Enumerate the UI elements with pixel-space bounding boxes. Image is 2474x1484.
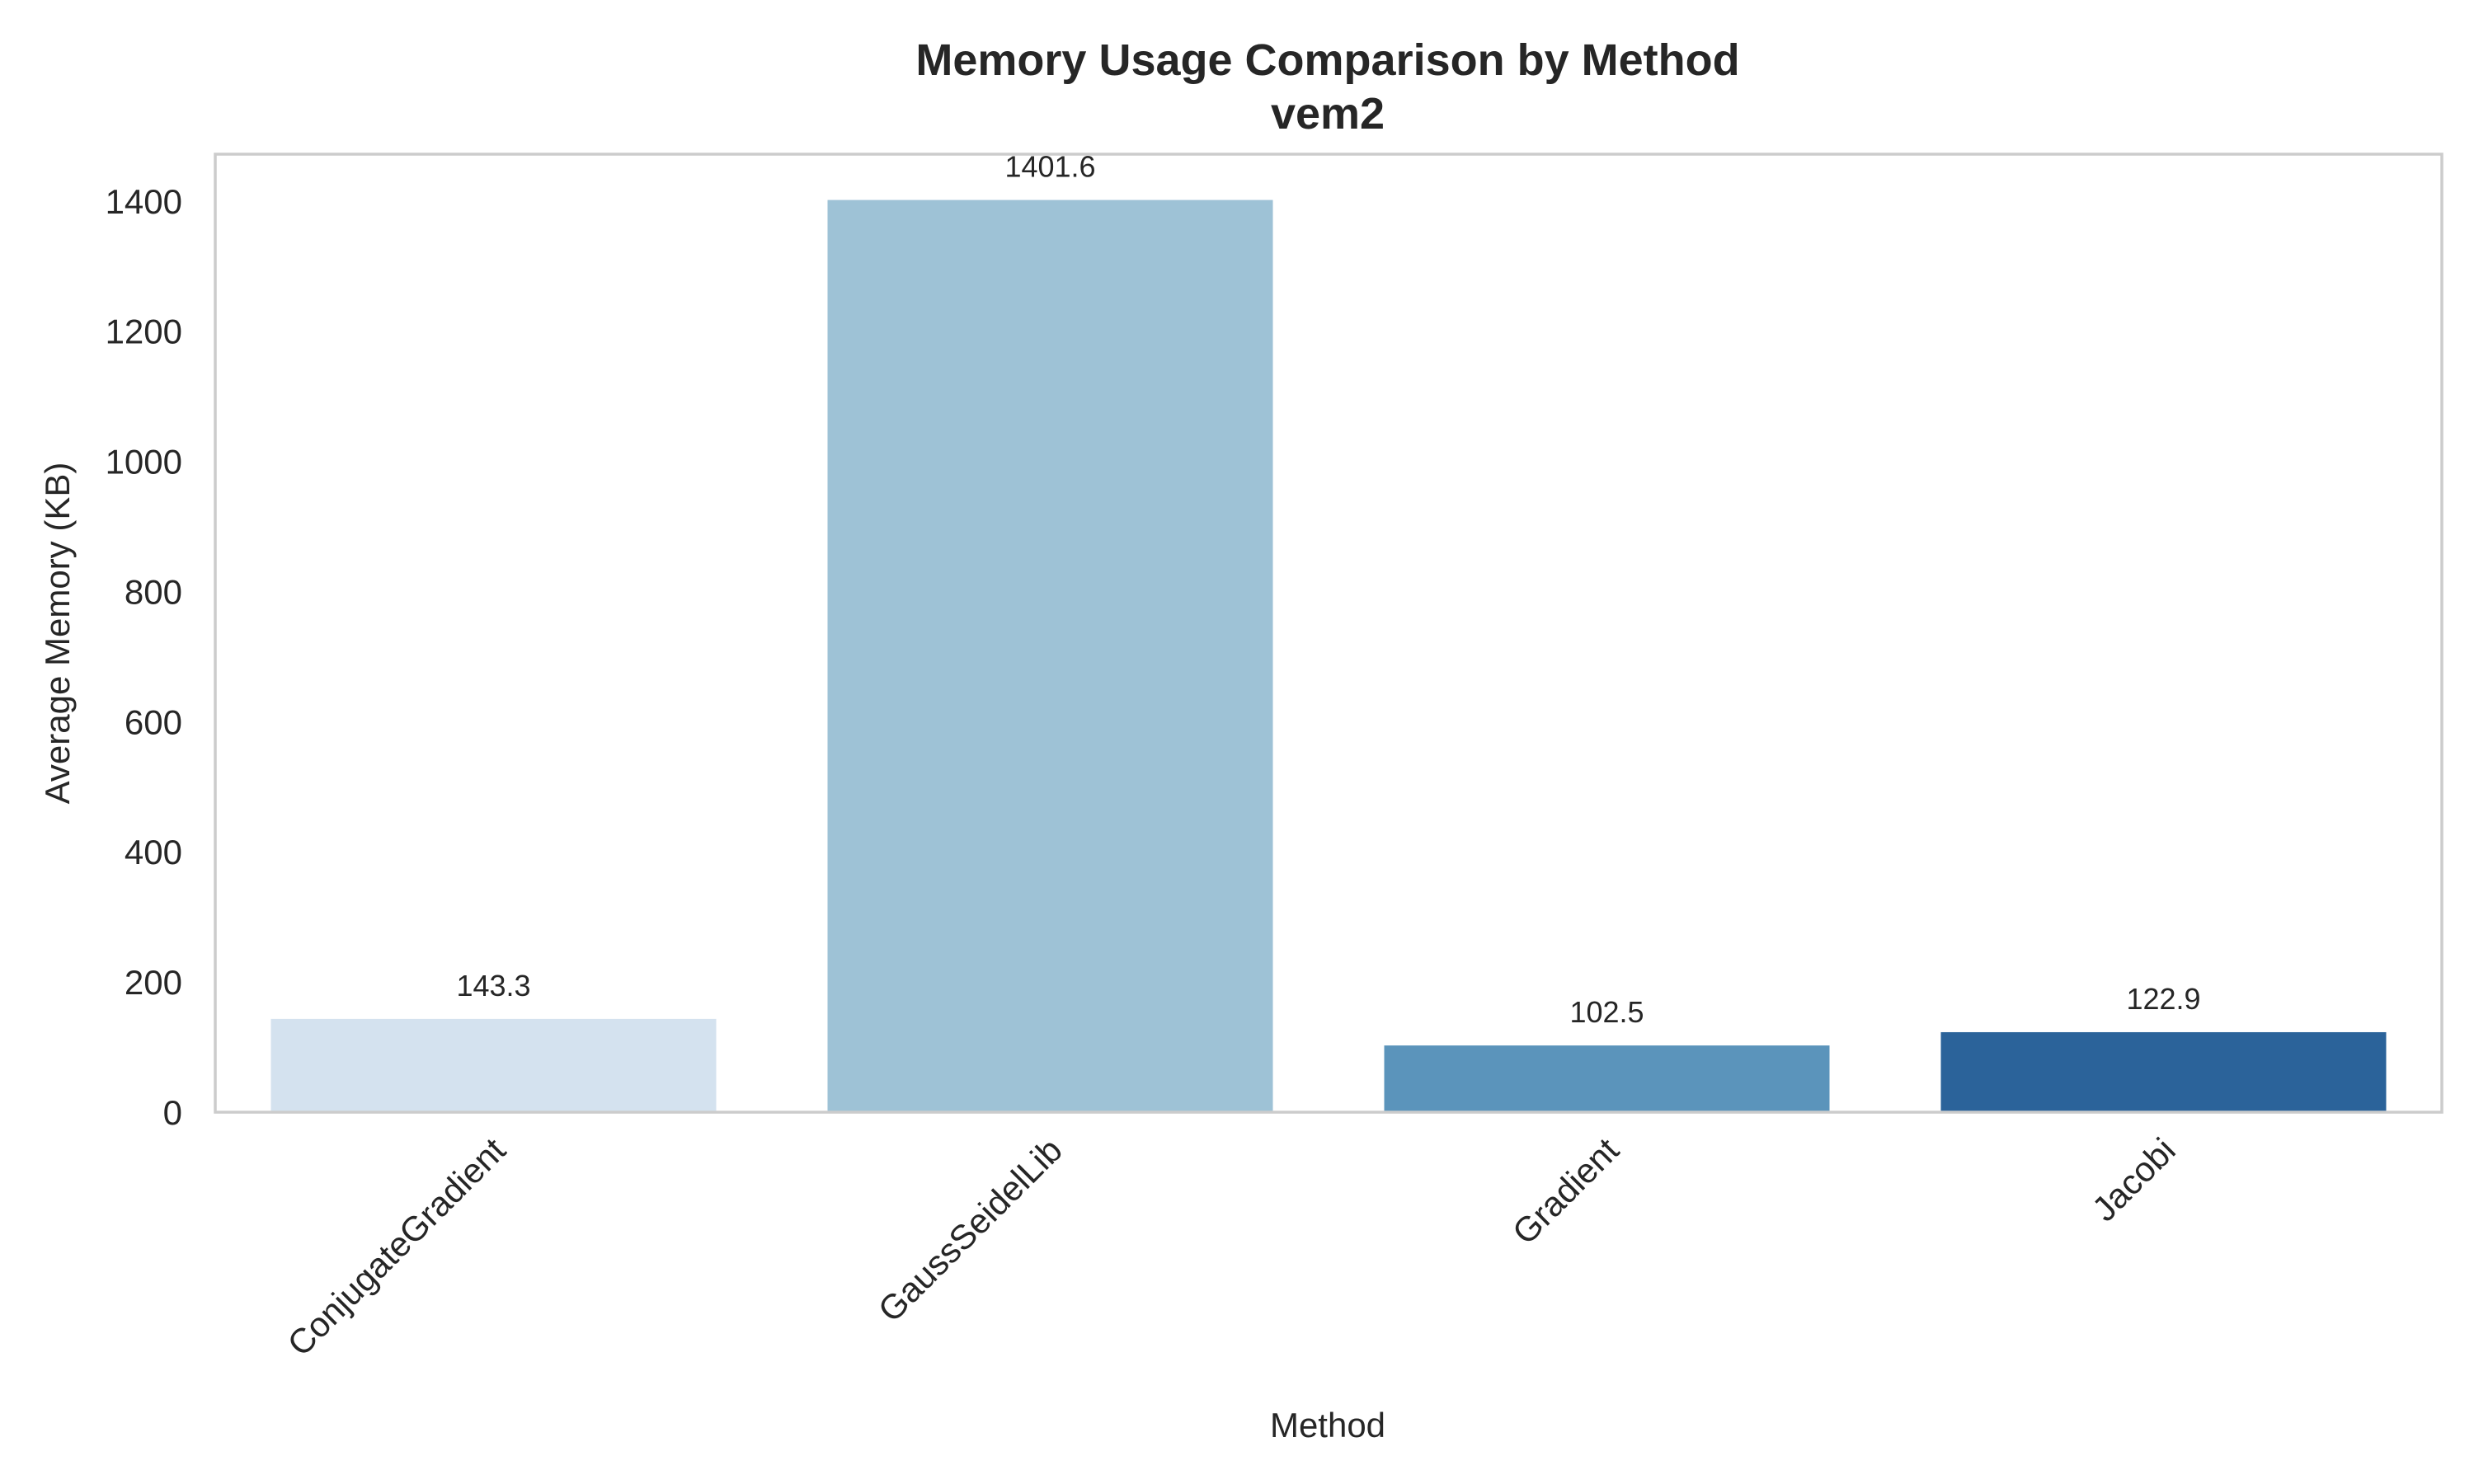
y-tick-label: 200	[125, 963, 182, 1002]
y-tick-label: 1200	[106, 312, 182, 351]
bar-value-label: 143.3	[456, 969, 530, 1003]
x-tick-label: Jacobi	[2085, 1130, 2183, 1228]
y-tick-label: 400	[125, 833, 182, 871]
bar	[1384, 1045, 1830, 1112]
bar-value-label: 122.9	[2126, 982, 2200, 1016]
y-tick-label: 1400	[106, 182, 182, 221]
y-axis-label: Average Memory (KB)	[38, 463, 77, 805]
y-tick-label: 600	[125, 702, 182, 741]
x-tick-label: GaussSeidelLib	[871, 1130, 1070, 1329]
bar	[1940, 1031, 2387, 1112]
plot-frame	[214, 153, 2443, 1114]
y-tick-label: 800	[125, 572, 182, 611]
y-ticks-layer: 0 200 400 600 800 1000 1200 1400	[106, 182, 182, 1132]
y-tick-label: 1000	[106, 443, 182, 481]
bar-value-label: 102.5	[1569, 995, 1644, 1029]
x-tick-label: Gradient	[1505, 1130, 1626, 1252]
x-axis-label: Method	[1270, 1406, 1385, 1444]
chart-title: Memory Usage Comparison by Method	[915, 35, 1739, 85]
bar	[270, 1018, 717, 1112]
x-ticks-layer: ConjugateGradient GaussSeidelLib Gradient J…	[280, 1130, 2183, 1364]
bar	[827, 200, 1273, 1112]
y-tick-label: 0	[163, 1093, 182, 1132]
x-tick-label: ConjugateGradient	[280, 1130, 513, 1364]
bars-layer	[270, 200, 2387, 1112]
chart-subtitle: vem2	[1271, 89, 1385, 139]
